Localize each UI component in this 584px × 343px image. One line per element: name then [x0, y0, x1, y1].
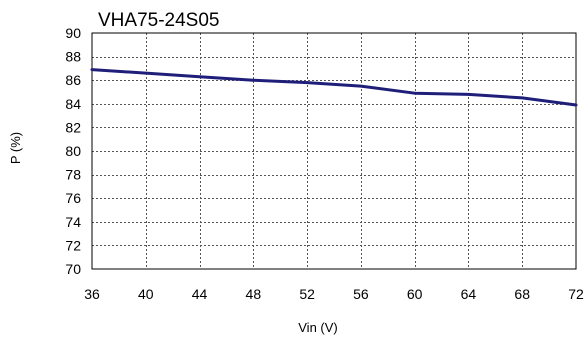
x-tick-label: 60 [407, 286, 423, 302]
x-tick-label: 68 [514, 286, 530, 302]
x-tick-label: 64 [461, 286, 477, 302]
x-tick-label: 36 [84, 286, 100, 302]
y-tick-label: 78 [65, 167, 81, 183]
x-tick-labels: 36 40 44 48 52 56 60 64 68 72 [84, 286, 584, 302]
series-group [90, 68, 578, 107]
x-tick-label: 52 [299, 286, 315, 302]
series-line [90, 68, 578, 107]
y-tick-label: 88 [65, 49, 81, 65]
x-tick-label: 40 [138, 286, 154, 302]
grid [92, 33, 576, 269]
x-tick-label: 48 [246, 286, 262, 302]
y-tick-label: 90 [65, 25, 81, 41]
x-tick-label: 44 [192, 286, 208, 302]
y-tick-label: 70 [65, 261, 81, 277]
y-tick-label: 82 [65, 119, 81, 135]
chart-title: VHA75-24S05 [98, 10, 219, 31]
plot-area-frame [91, 32, 577, 270]
y-tick-label: 80 [65, 143, 81, 159]
y-tick-label: 86 [65, 72, 81, 88]
y-tick-label: 74 [65, 214, 81, 230]
x-axis-title: Vin (V) [298, 320, 338, 335]
y-tick-labels: 70 72 74 76 78 80 82 84 86 88 90 [65, 25, 81, 277]
y-axis-title: P (%) [8, 132, 23, 164]
x-tick-label: 72 [568, 286, 584, 302]
y-tick-label: 72 [65, 237, 81, 253]
y-tick-label: 76 [65, 190, 81, 206]
y-tick-label: 84 [65, 96, 81, 112]
x-tick-label: 56 [353, 286, 369, 302]
